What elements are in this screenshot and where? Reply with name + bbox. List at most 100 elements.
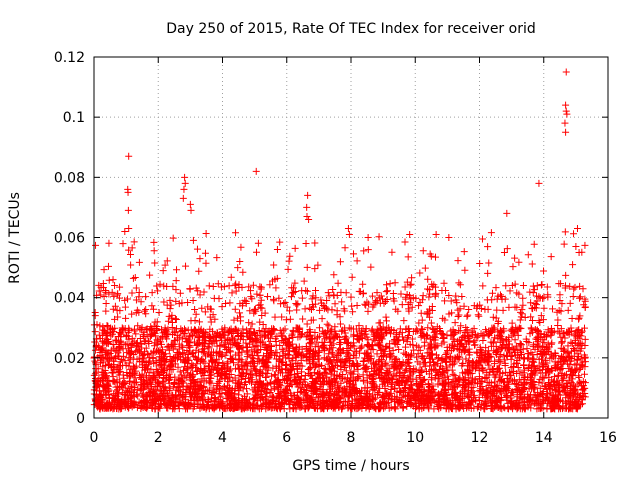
data-point [417, 333, 425, 341]
data-point [267, 379, 275, 387]
data-point [322, 365, 330, 373]
data-point [535, 293, 543, 301]
data-point [514, 364, 522, 372]
data-point [405, 307, 413, 315]
data-point [297, 403, 305, 411]
data-point [171, 315, 179, 323]
data-point [273, 332, 281, 340]
data-point [237, 243, 245, 251]
data-point [509, 263, 517, 271]
data-point [248, 354, 256, 362]
data-point [552, 364, 560, 372]
data-point [560, 347, 568, 355]
data-point [166, 296, 174, 304]
data-point [543, 393, 551, 401]
data-point [567, 395, 575, 403]
data-point [367, 263, 375, 271]
data-point [148, 302, 156, 310]
data-point [416, 346, 424, 354]
data-point [201, 368, 209, 376]
data-point [428, 376, 436, 384]
data-point [469, 358, 477, 366]
data-point [144, 360, 152, 368]
data-point [448, 405, 456, 413]
data-point [252, 370, 260, 378]
data-point [441, 374, 449, 382]
data-point [381, 359, 389, 367]
data-point [477, 401, 485, 409]
data-point [552, 387, 560, 395]
data-point [182, 388, 190, 396]
data-point [130, 370, 138, 378]
data-point [359, 357, 367, 365]
data-point [529, 385, 537, 393]
data-point [574, 350, 582, 358]
data-point [336, 338, 344, 346]
data-point [524, 251, 532, 259]
data-point [194, 287, 202, 295]
data-point [211, 315, 219, 323]
data-point [205, 282, 213, 290]
data-point [269, 326, 277, 334]
data-point [303, 263, 311, 271]
data-point [336, 320, 344, 328]
data-point [333, 333, 341, 341]
data-point [442, 367, 450, 375]
data-point [195, 394, 203, 402]
data-point [116, 378, 124, 386]
data-point [227, 348, 235, 356]
data-point [564, 342, 572, 350]
data-point [113, 306, 121, 314]
data-point [401, 383, 409, 391]
data-point [401, 238, 409, 246]
data-point [121, 228, 129, 236]
data-point [558, 339, 566, 347]
data-point [285, 257, 293, 265]
data-point [353, 257, 361, 265]
data-point [376, 369, 384, 377]
data-point [347, 403, 355, 411]
data-point [580, 353, 588, 361]
data-point [359, 280, 367, 288]
data-point [163, 335, 171, 343]
data-point [445, 310, 453, 318]
data-point [577, 345, 585, 353]
data-point [501, 359, 509, 367]
data-point [264, 366, 272, 374]
data-point [205, 337, 213, 345]
data-point [181, 372, 189, 380]
data-point [293, 365, 301, 373]
data-point [571, 283, 579, 291]
data-point [172, 315, 180, 323]
data-point [330, 353, 338, 361]
data-point [248, 320, 256, 328]
data-point [131, 379, 139, 387]
data-point [464, 311, 472, 319]
data-point [288, 289, 296, 297]
data-point [331, 300, 339, 308]
data-point [532, 304, 540, 312]
data-point [199, 396, 207, 404]
data-point [273, 246, 281, 254]
data-point [528, 328, 536, 336]
data-point [168, 311, 176, 319]
data-point [553, 308, 561, 316]
data-point [373, 325, 381, 333]
data-point [315, 332, 323, 340]
data-point [112, 379, 120, 387]
data-point [564, 383, 572, 391]
data-point [305, 339, 313, 347]
data-point [221, 351, 229, 359]
data-point [307, 316, 315, 324]
data-point [266, 281, 274, 289]
data-point [398, 301, 406, 309]
data-point [329, 334, 337, 342]
data-point [106, 403, 114, 411]
data-point [369, 346, 377, 354]
data-point [404, 333, 412, 341]
data-point [497, 350, 505, 358]
data-point [578, 362, 586, 370]
data-point [362, 403, 370, 411]
data-point [451, 319, 459, 327]
data-point [575, 334, 583, 342]
